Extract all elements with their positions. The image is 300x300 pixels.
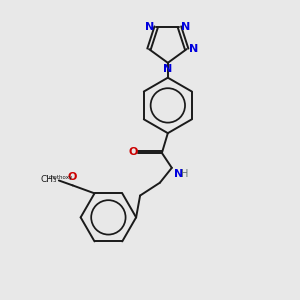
Text: N: N bbox=[163, 64, 172, 74]
Text: N: N bbox=[182, 22, 191, 32]
Text: O: O bbox=[67, 172, 76, 182]
Text: N: N bbox=[145, 22, 154, 32]
Text: O: O bbox=[128, 147, 138, 157]
Text: N: N bbox=[174, 169, 183, 179]
Text: H: H bbox=[181, 169, 188, 179]
Text: methoxy: methoxy bbox=[49, 176, 73, 181]
Text: CH₃: CH₃ bbox=[40, 175, 57, 184]
Text: N: N bbox=[189, 44, 198, 54]
